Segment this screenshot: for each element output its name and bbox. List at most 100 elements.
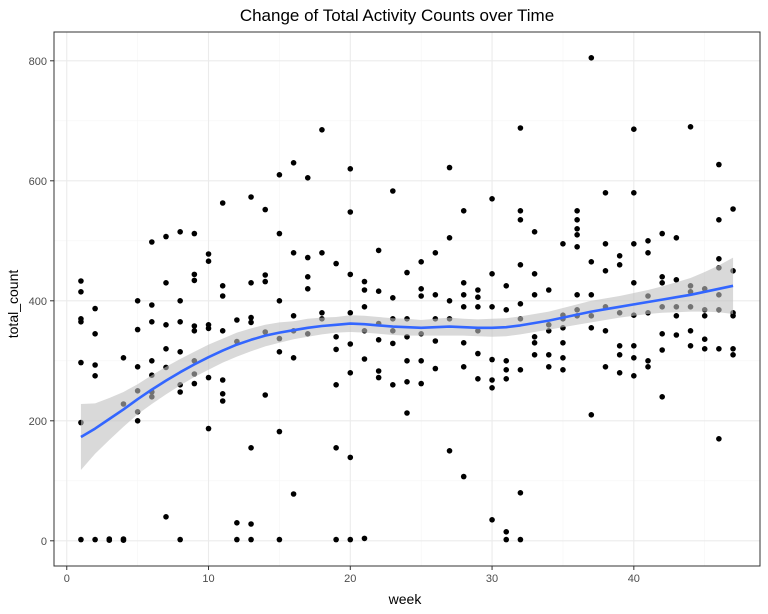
data-point	[304, 254, 311, 261]
data-point	[262, 278, 269, 285]
data-point	[475, 350, 481, 357]
data-point	[390, 340, 396, 347]
data-point	[163, 514, 169, 520]
data-point	[404, 410, 410, 416]
data-point	[205, 251, 212, 257]
data-point	[730, 313, 736, 319]
data-point	[276, 536, 283, 543]
data-point	[205, 325, 212, 332]
data-point	[361, 278, 368, 285]
data-point	[191, 230, 198, 237]
data-point	[191, 380, 198, 387]
data-point	[645, 238, 651, 244]
x-tick-label: 20	[344, 573, 356, 585]
data-point	[631, 373, 637, 379]
data-point	[149, 239, 155, 245]
data-point	[333, 445, 339, 451]
data-point	[290, 313, 297, 319]
data-point	[134, 326, 141, 333]
data-point	[177, 536, 183, 543]
data-point	[475, 376, 481, 382]
data-point	[234, 520, 240, 526]
data-point	[418, 380, 424, 387]
data-point	[219, 283, 226, 289]
data-point	[191, 271, 198, 278]
data-point	[701, 313, 708, 319]
data-point	[673, 277, 680, 283]
data-point	[531, 334, 538, 340]
data-point	[347, 454, 354, 461]
data-point	[701, 346, 708, 352]
data-point	[545, 352, 552, 358]
data-point	[517, 536, 524, 543]
data-point	[390, 295, 396, 301]
data-point	[219, 377, 226, 383]
data-point	[602, 241, 609, 247]
data-point	[659, 394, 665, 400]
data-point	[418, 286, 424, 292]
data-point	[149, 358, 155, 364]
data-point	[460, 473, 467, 480]
data-point	[92, 331, 98, 337]
data-point	[446, 235, 453, 241]
data-point	[574, 292, 580, 298]
data-point	[446, 164, 453, 171]
data-point	[432, 292, 439, 298]
x-tick-label: 40	[628, 573, 640, 585]
data-point	[78, 289, 84, 295]
data-point	[716, 346, 722, 352]
data-point	[248, 536, 254, 543]
data-point	[659, 331, 665, 337]
data-point	[333, 382, 339, 388]
data-point	[219, 391, 226, 397]
data-point	[687, 124, 694, 130]
data-point	[616, 343, 623, 349]
data-point	[92, 373, 98, 379]
data-point	[531, 352, 538, 358]
data-point	[347, 310, 354, 316]
data-point	[219, 200, 226, 206]
data-point	[134, 364, 141, 370]
data-point	[503, 376, 510, 382]
data-point	[645, 364, 651, 370]
data-point	[602, 268, 609, 274]
x-tick-label: 0	[64, 573, 70, 585]
data-point	[602, 190, 609, 196]
data-point	[361, 535, 368, 542]
data-point	[645, 250, 651, 256]
data-point	[276, 428, 283, 435]
data-point	[78, 278, 84, 284]
x-tick-label: 30	[486, 573, 498, 585]
data-point	[177, 389, 183, 395]
data-point	[531, 340, 538, 346]
data-point	[219, 293, 226, 299]
data-point	[631, 241, 637, 247]
data-point	[588, 55, 595, 61]
data-point	[716, 161, 722, 168]
data-point	[319, 127, 325, 133]
data-point	[149, 302, 155, 308]
y-tick-label: 600	[29, 176, 47, 188]
data-point	[163, 346, 169, 352]
data-point	[361, 287, 368, 293]
data-point	[446, 298, 453, 304]
panel-border	[53, 31, 761, 567]
data-point	[304, 286, 311, 292]
data-point	[503, 358, 510, 364]
data-point	[503, 283, 510, 289]
data-point	[574, 217, 580, 223]
y-tick-label: 200	[29, 416, 47, 428]
data-point	[716, 255, 722, 262]
data-point	[404, 358, 410, 364]
data-point	[333, 260, 339, 267]
data-point	[304, 175, 311, 181]
data-point	[503, 529, 510, 535]
data-point	[205, 258, 212, 265]
chart-title: Change of Total Activity Counts over Tim…	[240, 6, 554, 25]
data-point	[673, 332, 680, 338]
data-point	[248, 521, 254, 527]
data-point	[517, 208, 524, 214]
data-point	[134, 298, 141, 304]
data-point	[687, 343, 694, 349]
data-point	[375, 337, 382, 343]
